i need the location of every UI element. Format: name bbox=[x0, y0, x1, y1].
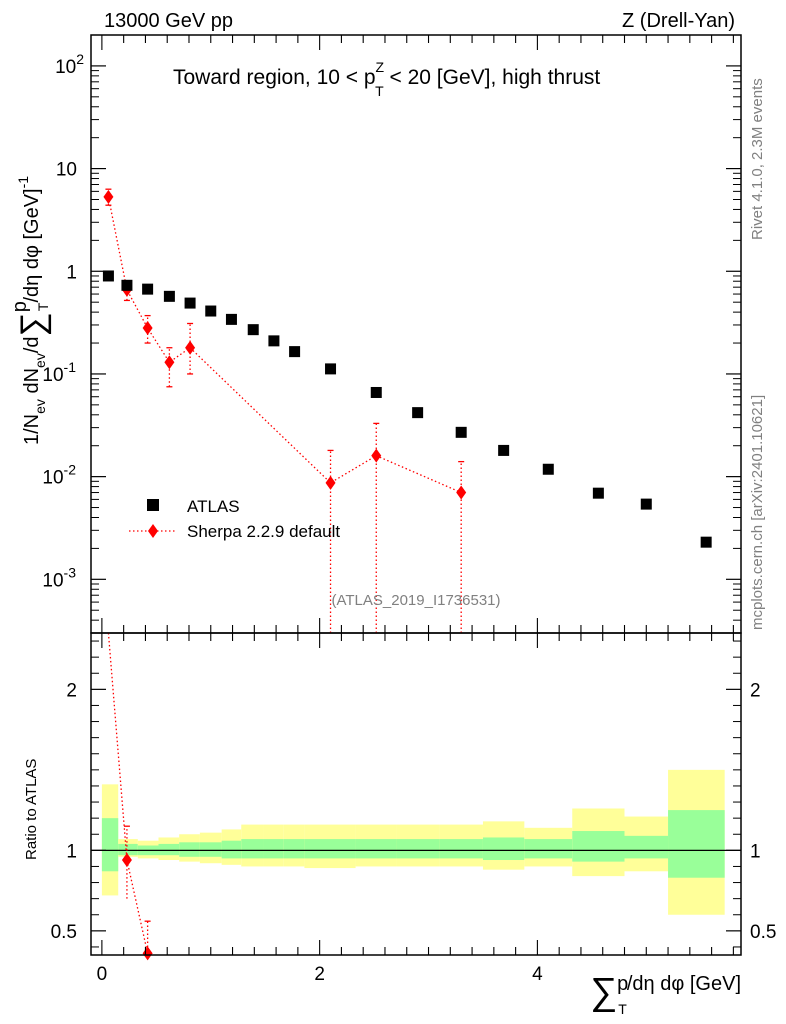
svg-text:1/Nev dNev/d∑pT/dη dφ [GeV]-1: 1/Nev dNev/d∑p T/dη dφ [GeV]-1 bbox=[9, 176, 52, 445]
ratio-y-tick-label-right: 0.5 bbox=[750, 922, 776, 943]
ratio-band-green bbox=[158, 843, 180, 856]
legend-atlas-marker bbox=[147, 499, 159, 511]
main-y-tick-label: 10-3 bbox=[42, 564, 76, 591]
main-plot-panel: 10-3 10-2 10-1 1 10 102 Toward region, 10 < p… bbox=[9, 34, 742, 634]
ratio-band-green bbox=[263, 839, 284, 859]
ratio-band-green bbox=[668, 810, 725, 878]
rivet-version-label: Rivet 4.1.0, 2.3M events bbox=[749, 78, 766, 240]
collision-label: 13000 GeV pp bbox=[104, 10, 233, 32]
sherpa-point bbox=[142, 321, 153, 336]
atlas-point bbox=[102, 270, 114, 282]
ratio-band-green bbox=[482, 837, 525, 861]
ratio-plot-panel: 0.5 0.5 1 1 2 2 0 2 4 Ratio to ATLAS ∑p T/dη dφ [… bbox=[23, 632, 776, 1017]
ratio-band-green bbox=[624, 835, 669, 859]
ratio-sherpa-series bbox=[107, 632, 153, 961]
ratio-band-green bbox=[355, 839, 397, 859]
mcplots-label: mcplots.cern.ch [arXiv:2401.10621] bbox=[749, 395, 766, 630]
main-y-tick-label: 102 bbox=[55, 51, 84, 78]
sherpa-point bbox=[456, 485, 467, 500]
ratio-y-axis-label: Ratio to ATLAS bbox=[23, 759, 40, 860]
legend-sherpa-label: Sherpa 2.2.9 default bbox=[187, 522, 340, 541]
ratio-band-green bbox=[439, 839, 483, 859]
atlas-point bbox=[142, 283, 154, 295]
ratio-y-tick-label-right: 1 bbox=[750, 841, 761, 862]
atlas-point bbox=[184, 297, 196, 309]
ratio-plot-frame bbox=[90, 632, 742, 956]
ratio-band-green bbox=[221, 840, 242, 859]
atlas-point bbox=[412, 407, 424, 419]
ratio-sherpa-point bbox=[121, 853, 132, 868]
ratio-sherpa-point bbox=[142, 946, 153, 961]
sherpa-series bbox=[103, 188, 467, 633]
process-label: Z (Drell-Yan) bbox=[622, 10, 735, 32]
x-tick-label: 0 bbox=[97, 964, 108, 985]
sherpa-line bbox=[107, 196, 462, 494]
sherpa-point bbox=[185, 340, 196, 355]
main-axis-ticks: 10-3 10-2 10-1 1 10 102 bbox=[42, 35, 741, 634]
atlas-point bbox=[225, 313, 237, 325]
atlas-point bbox=[268, 335, 280, 347]
ratio-band-green bbox=[304, 839, 356, 859]
ratio-uncertainty-bands bbox=[101, 769, 725, 915]
main-y-tick-label: 10-1 bbox=[42, 359, 76, 386]
atlas-series bbox=[102, 270, 712, 548]
legend-atlas-label: ATLAS bbox=[187, 497, 240, 516]
atlas-point bbox=[121, 279, 133, 291]
atlas-point bbox=[163, 290, 175, 302]
ratio-band-green bbox=[572, 831, 625, 862]
ratio-band-green bbox=[199, 842, 222, 857]
ratio-axis-ticks: 0.5 0.5 1 1 2 2 0 2 4 bbox=[51, 633, 776, 985]
sherpa-point bbox=[103, 189, 114, 204]
x-axis-label: ∑p T/dη dφ [GeV] bbox=[590, 971, 741, 1017]
atlas-point bbox=[498, 444, 510, 456]
main-y-axis-label: 1/Nev dNev/d∑p T/dη dφ [GeV]-1 bbox=[9, 176, 52, 445]
ratio-y-tick-label: 0.5 bbox=[51, 922, 77, 943]
analysis-tag: (ATLAS_2019_I1736531) bbox=[331, 592, 500, 609]
atlas-point bbox=[640, 498, 652, 510]
sherpa-point bbox=[325, 475, 336, 490]
ratio-band-green bbox=[241, 839, 264, 859]
plot-title: Toward region, 10 < pZ T < 20 [GeV], high… bbox=[173, 59, 600, 99]
x-tick-label: 4 bbox=[532, 964, 543, 985]
ratio-y-tick-label-right: 2 bbox=[750, 680, 761, 701]
atlas-point bbox=[542, 463, 554, 475]
atlas-point bbox=[455, 426, 467, 438]
x-tick-label: 2 bbox=[314, 964, 325, 985]
ratio-band-green bbox=[101, 818, 119, 872]
legend: ATLAS Sherpa 2.2.9 default bbox=[129, 497, 340, 541]
atlas-point bbox=[205, 305, 217, 317]
ratio-band-green bbox=[283, 839, 305, 859]
ratio-band-green bbox=[396, 839, 440, 859]
atlas-point bbox=[325, 363, 337, 375]
ratio-y-tick-label: 1 bbox=[66, 841, 77, 862]
atlas-point bbox=[247, 324, 259, 336]
main-y-tick-label: 1 bbox=[66, 262, 77, 283]
ratio-y-tick-label: 2 bbox=[66, 680, 77, 701]
atlas-point bbox=[370, 386, 382, 398]
atlas-point bbox=[700, 536, 712, 548]
sherpa-point bbox=[164, 355, 175, 370]
atlas-point bbox=[289, 346, 301, 358]
legend-sherpa-marker bbox=[148, 524, 158, 538]
ratio-band-green bbox=[524, 839, 573, 859]
main-y-tick-label: 10 bbox=[56, 160, 77, 181]
main-plot-frame bbox=[90, 34, 742, 634]
ratio-band-green bbox=[118, 843, 138, 856]
atlas-point bbox=[592, 487, 604, 499]
sherpa-point bbox=[371, 448, 382, 463]
main-y-tick-label: 10-2 bbox=[42, 462, 76, 489]
ratio-band-green bbox=[179, 842, 200, 857]
